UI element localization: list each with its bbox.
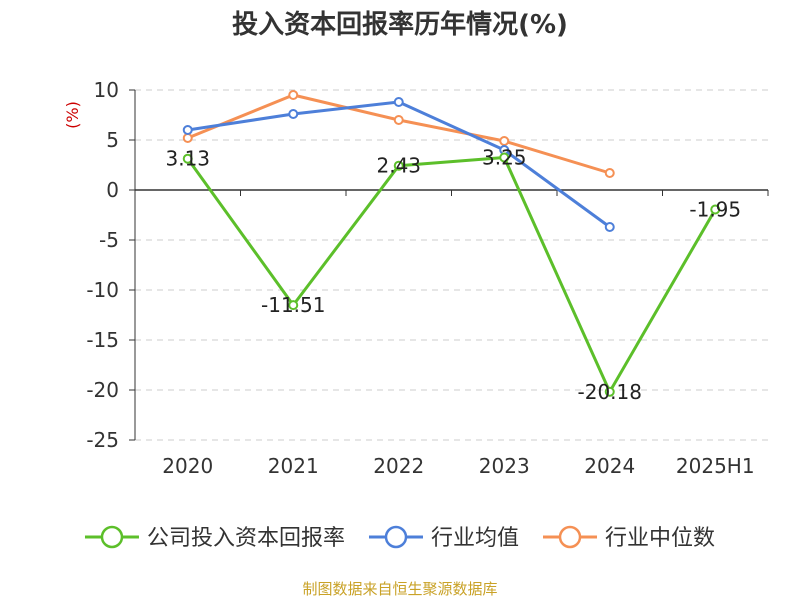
- data-label: -1.95: [689, 198, 741, 222]
- data-point: [288, 90, 299, 100]
- legend-item[interactable]: 公司投入资本回报率: [84, 525, 345, 551]
- data-point: [182, 125, 193, 135]
- x-tick-label: 2020: [162, 454, 213, 478]
- data-point: [288, 300, 299, 311]
- x-tick-label: 2022: [373, 454, 424, 478]
- legend-circle-icon: [100, 525, 124, 549]
- y-tick-label: 10: [94, 78, 119, 102]
- legend-item[interactable]: 行业中位数: [543, 525, 715, 551]
- data-labels: 3.13 -11.51 2.43 3.25 -20.18 -1.95: [165, 146, 741, 404]
- data-point: [604, 222, 615, 232]
- source-note: 制图数据来自恒生聚源数据库: [302, 580, 498, 598]
- legend: 公司投入资本回报率 行业均值 行业中位数: [84, 525, 715, 551]
- legend-label: 行业均值: [431, 526, 519, 551]
- legend-circle-icon: [384, 525, 408, 549]
- legend-circle-icon: [558, 525, 582, 549]
- data-point: [182, 133, 193, 143]
- data-point: [288, 109, 299, 119]
- x-tick-label: 2025H1: [676, 454, 755, 478]
- data-point: [710, 204, 721, 215]
- y-tick-label: -10: [86, 278, 119, 302]
- data-label: -11.51: [261, 293, 325, 317]
- series-line: [186, 156, 717, 394]
- x-tick-label: 2023: [479, 454, 530, 478]
- data-point: [499, 136, 510, 146]
- data-point: [393, 160, 404, 171]
- data-point: [604, 386, 615, 397]
- x-tick-label: 2021: [268, 454, 319, 478]
- legend-item[interactable]: 行业均值: [368, 525, 519, 551]
- y-axis-unit: (%): [63, 101, 82, 129]
- grid-lines: [135, 89, 768, 441]
- chart-title: 投入资本回报率历年情况(%): [232, 10, 568, 40]
- axes: 10 5 0 -5 -10 -15 -20 -25 2020 2021 2022 2023 2024 20…: [63, 78, 769, 478]
- y-tick-label: -20: [86, 378, 119, 402]
- data-point: [393, 97, 404, 107]
- legend-label: 行业中位数: [605, 526, 715, 551]
- series: [182, 90, 721, 397]
- data-point: [393, 115, 404, 125]
- data-label: -20.18: [578, 380, 642, 404]
- y-tick-label: 5: [106, 128, 119, 152]
- data-point: [604, 168, 615, 178]
- y-tick-label: 0: [106, 178, 119, 202]
- data-label: 3.13: [165, 147, 210, 171]
- y-tick-label: -5: [99, 228, 119, 252]
- y-tick-label: -25: [86, 428, 119, 452]
- data-label: 2.43: [376, 154, 421, 178]
- data-point: [499, 152, 510, 163]
- legend-label: 公司投入资本回报率: [147, 526, 345, 551]
- data-label: 3.25: [482, 146, 527, 170]
- x-tick-label: 2024: [584, 454, 635, 478]
- data-point: [182, 153, 193, 164]
- y-tick-label: -15: [86, 328, 119, 352]
